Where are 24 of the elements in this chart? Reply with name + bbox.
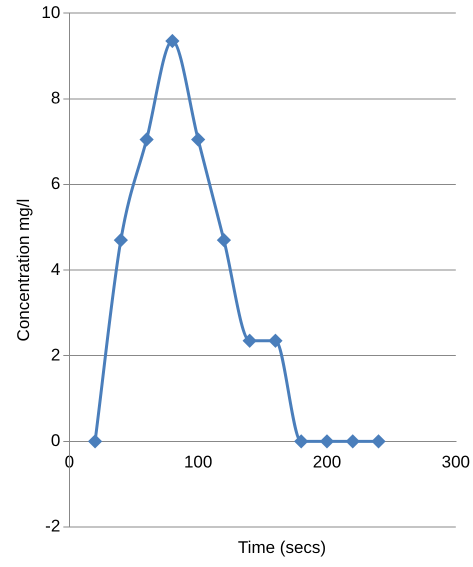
- point: [217, 234, 230, 247]
- point: [88, 434, 102, 448]
- y-tick-label: -2: [45, 516, 60, 536]
- point: [243, 334, 256, 348]
- x-tick-label: 300: [442, 452, 470, 472]
- point: [166, 34, 179, 48]
- point: [268, 334, 282, 348]
- y-tick-label: 0: [50, 431, 60, 450]
- y-tick-label: 2: [50, 345, 60, 364]
- y-tick-label: 6: [50, 174, 60, 194]
- y-tick-label: 8: [50, 88, 60, 108]
- y-tick-label: 10: [41, 2, 60, 22]
- point: [294, 434, 308, 448]
- y-axis-title: Concentration mg/l: [14, 198, 33, 342]
- x-tick-label: 100: [184, 452, 212, 472]
- point: [192, 133, 205, 146]
- point: [320, 434, 334, 448]
- x-tick-label: 200: [312, 452, 342, 472]
- x-axis-title: Time (secs): [236, 538, 328, 558]
- point: [140, 133, 154, 146]
- point: [372, 434, 386, 448]
- point: [346, 434, 360, 448]
- y-tick-label: 4: [50, 260, 60, 279]
- point: [114, 234, 128, 247]
